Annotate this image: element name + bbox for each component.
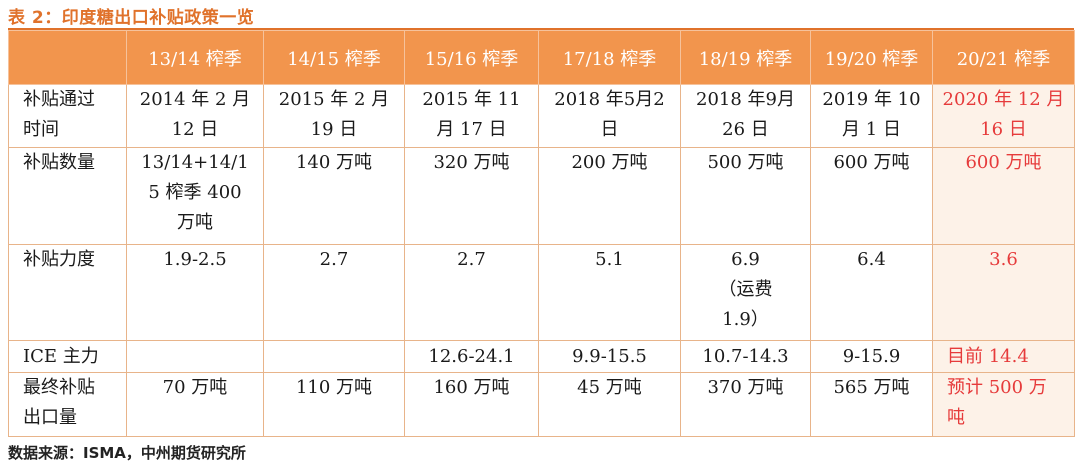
- header-cell-corner: [8, 30, 127, 85]
- table-row: 最终补贴 出口量 70 万吨 110 万吨 160 万吨 45 万吨 370 万吨…: [8, 372, 1075, 437]
- table-cell: 565 万吨: [810, 372, 933, 437]
- row-label-ice-main: ICE 主力: [8, 340, 127, 373]
- table-title: 表 2：印度糖出口补贴政策一览: [8, 8, 255, 28]
- table-cell: 1.9-2.5: [126, 244, 264, 341]
- table-cell: 45 万吨: [538, 372, 681, 437]
- table-cell-highlight: 600 万吨: [932, 147, 1075, 245]
- table-cell: 500 万吨: [680, 147, 811, 245]
- table-cell: 70 万吨: [126, 372, 264, 437]
- table-cell: 370 万吨: [680, 372, 811, 437]
- table-cell: 5.1: [538, 244, 681, 341]
- header-row: 13/14 榨季 14/15 榨季 15/16 榨季 17/18 榨季 18/1…: [8, 30, 1075, 85]
- table-cell: 2015 年 11 月 17 日: [404, 84, 539, 148]
- header-cell-1314: 13/14 榨季: [126, 30, 264, 85]
- table-cell: 2018 年5月2 日: [538, 84, 681, 148]
- table-cell: 12.6-24.1: [404, 340, 539, 373]
- row-label-subsidy-intensity: 补贴力度: [8, 244, 127, 341]
- table-cell: 2.7: [263, 244, 405, 341]
- table-cell: 6.9 （运费 1.9）: [680, 244, 811, 341]
- table-cell: 600 万吨: [810, 147, 933, 245]
- header-cell-1415: 14/15 榨季: [263, 30, 405, 85]
- table-cell-highlight: 3.6: [932, 244, 1075, 341]
- table-cell: 140 万吨: [263, 147, 405, 245]
- table-cell: 13/14+14/1 5 榨季 400 万吨: [126, 147, 264, 245]
- table-cell: 9.9-15.5: [538, 340, 681, 373]
- table-cell: 110 万吨: [263, 372, 405, 437]
- source-note: 数据来源：ISMA，中州期货研究所: [8, 444, 246, 462]
- table-row: 补贴通过 时间 2014 年 2 月 12 日 2015 年 2 月 19 日 201…: [8, 84, 1075, 148]
- table-cell-highlight: 目前 14.4: [932, 340, 1075, 373]
- table-cell: 2015 年 2 月 19 日: [263, 84, 405, 148]
- table-cell: 2018 年9月 26 日: [680, 84, 811, 148]
- header-cell-1516: 15/16 榨季: [404, 30, 539, 85]
- row-label-subsidy-amount: 补贴数量: [8, 147, 127, 245]
- header-cell-1718: 17/18 榨季: [538, 30, 681, 85]
- header-cell-1819: 18/19 榨季: [680, 30, 811, 85]
- table-cell: 6.4: [810, 244, 933, 341]
- table-cell: 9-15.9: [810, 340, 933, 373]
- header-cell-1920: 19/20 榨季: [810, 30, 933, 85]
- table-cell: 10.7-14.3: [680, 340, 811, 373]
- row-label-final-export: 最终补贴 出口量: [8, 372, 127, 437]
- table-row: ICE 主力 12.6-24.1 9.9-15.5 10.7-14.3 9-15…: [8, 340, 1075, 373]
- header-cell-2021: 20/21 榨季: [932, 30, 1075, 85]
- table-cell-highlight: 预计 500 万吨: [932, 372, 1075, 437]
- table-cell: [126, 340, 264, 373]
- title-rule: [8, 28, 1074, 30]
- table-cell: 2019 年 10 月 1 日: [810, 84, 933, 148]
- table-cell: 2.7: [404, 244, 539, 341]
- table-cell: 2014 年 2 月 12 日: [126, 84, 264, 148]
- table-cell: 320 万吨: [404, 147, 539, 245]
- table-cell: [263, 340, 405, 373]
- table-cell: 160 万吨: [404, 372, 539, 437]
- table-cell: 200 万吨: [538, 147, 681, 245]
- table-cell-highlight: 2020 年 12 月 16 日: [932, 84, 1075, 148]
- subsidy-table: 13/14 榨季 14/15 榨季 15/16 榨季 17/18 榨季 18/1…: [8, 30, 1075, 437]
- table-row: 补贴力度 1.9-2.5 2.7 2.7 5.1 6.9 （运费 1.9） 6.4 …: [8, 244, 1075, 341]
- table-row: 补贴数量 13/14+14/1 5 榨季 400 万吨 140 万吨 320 万吨 …: [8, 147, 1075, 245]
- row-label-approval-time: 补贴通过 时间: [8, 84, 127, 148]
